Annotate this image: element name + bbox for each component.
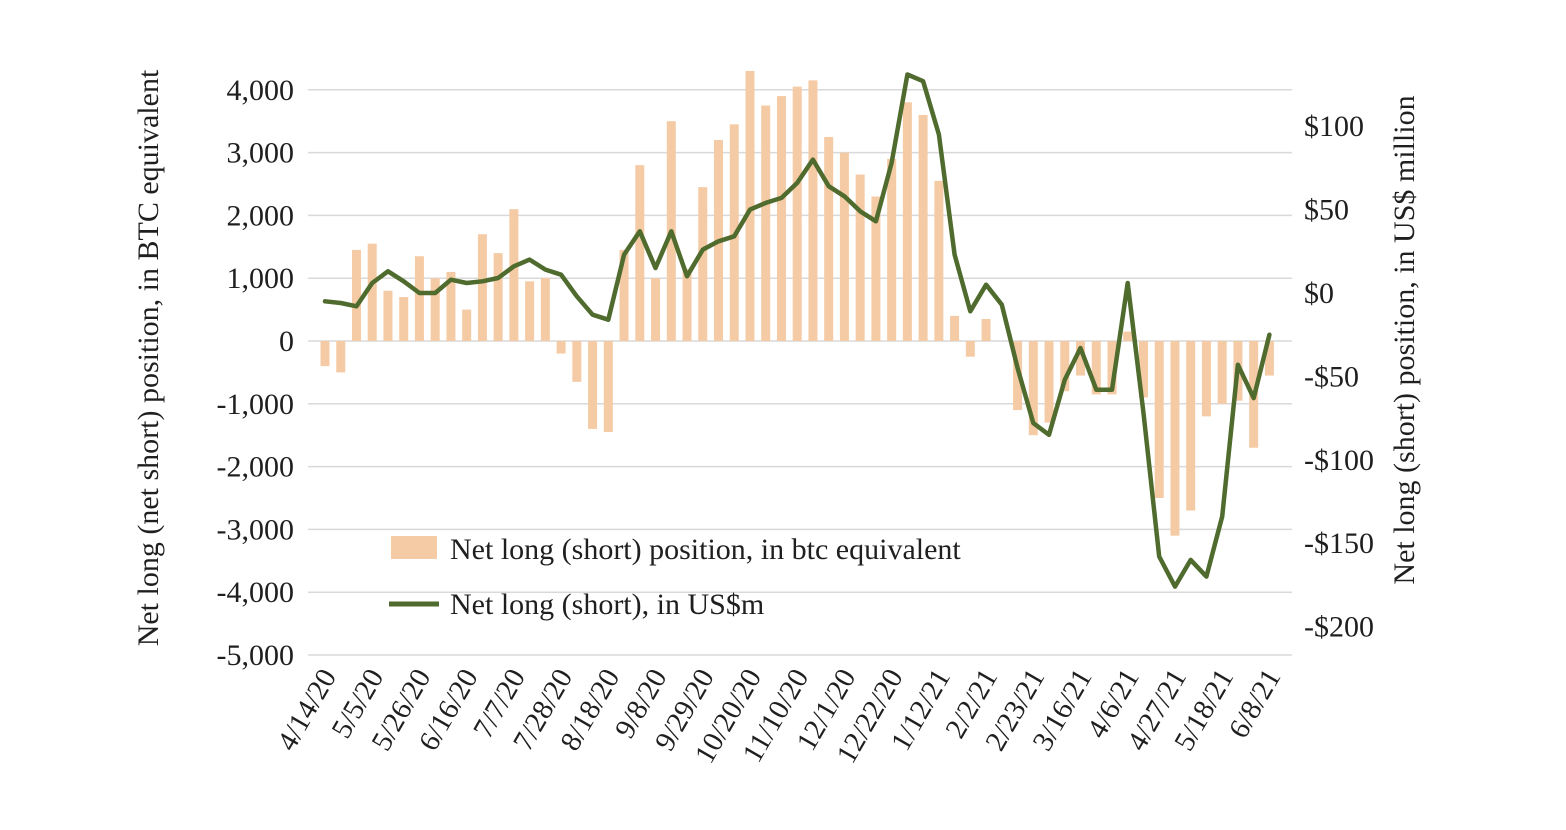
left-axis-tick-label: 1,000 (227, 262, 295, 295)
bar-net-long-btc (918, 114, 928, 341)
bar-net-long-btc (1201, 341, 1211, 417)
left-axis-tick-label: -1,000 (217, 388, 295, 421)
left-axis-tick-label: -4,000 (217, 576, 295, 609)
right-axis-tick-label: -$50 (1304, 360, 1359, 393)
bar-net-long-btc (320, 341, 330, 367)
bar-net-long-btc (351, 249, 361, 341)
left-axis-title: Net long (net short) position, in BTC eq… (132, 69, 165, 646)
bar-net-long-btc (776, 96, 786, 341)
bar-net-long-btc (965, 341, 975, 357)
bar-net-long-btc (651, 278, 661, 341)
bar-net-long-btc (1170, 341, 1180, 536)
bar-net-long-btc (336, 341, 346, 373)
legend-label-bar: Net long (short) position, in btc equiva… (450, 533, 961, 566)
right-axis-tick-label: -$150 (1304, 527, 1374, 560)
left-axis-tick-label: 0 (279, 325, 294, 358)
bar-net-long-btc (509, 209, 519, 341)
legend-swatch-bar (391, 536, 437, 559)
bar-net-long-btc (887, 158, 897, 341)
bar-net-long-btc (1186, 341, 1196, 511)
bar-net-long-btc (588, 341, 598, 429)
bar-net-long-btc (1217, 341, 1227, 404)
bar-net-long-btc (619, 249, 629, 341)
bar-net-long-btc (902, 102, 912, 341)
bar-net-long-btc (493, 253, 503, 341)
legend-label-line: Net long (short), in US$m (450, 588, 764, 621)
x-axis-tick-label: 4/14/20 (271, 664, 343, 757)
left-axis-tick-label: 2,000 (227, 199, 295, 232)
bar-net-long-btc (761, 105, 771, 341)
bar-net-long-btc (635, 165, 645, 341)
bar-net-long-btc (824, 136, 834, 341)
bar-net-long-btc (367, 243, 377, 341)
bar-net-long-btc (839, 152, 849, 341)
bar-net-long-btc (383, 290, 393, 341)
bar-net-long-btc (792, 86, 802, 341)
bar-net-long-btc (525, 281, 535, 341)
bar-net-long-btc (1264, 341, 1274, 376)
bar-net-long-btc (934, 180, 944, 341)
bar-net-long-btc (1076, 341, 1086, 376)
left-axis-tick-label: 4,000 (227, 74, 295, 107)
bar-net-long-btc (477, 234, 487, 341)
bar-net-long-btc (1028, 341, 1038, 436)
bar-net-long-btc (871, 196, 881, 341)
bar-net-long-btc (1138, 341, 1148, 398)
right-axis-tick-label: -$100 (1304, 444, 1374, 477)
bar-net-long-btc (950, 315, 960, 341)
bar-net-long-btc (745, 70, 755, 342)
line-net-long-usd (322, 72, 1272, 589)
bar-net-long-btc (399, 297, 409, 341)
bar-net-long-btc (1060, 341, 1070, 392)
bar-net-long-btc (603, 341, 613, 433)
left-axis-tick-label: -3,000 (217, 513, 295, 546)
bar-net-long-btc (540, 278, 550, 341)
left-axis-tick-label: 3,000 (227, 137, 295, 170)
bar-net-long-btc (682, 268, 692, 341)
bar-net-long-btc (1044, 341, 1054, 423)
bar-net-long-btc (808, 80, 818, 341)
bar-net-long-btc (1107, 341, 1117, 395)
bar-net-long-btc (446, 271, 456, 341)
right-axis-tick-label: -$200 (1304, 611, 1374, 644)
left-axis-tick-label: -2,000 (217, 451, 295, 484)
bar-net-long-btc (1091, 341, 1101, 395)
bar-net-long-btc (414, 256, 424, 341)
bar-net-long-btc (572, 341, 582, 382)
bar-net-long-btc (556, 341, 566, 354)
bar-net-long-btc (698, 187, 708, 341)
bar-net-long-btc (981, 319, 991, 341)
right-axis-tick-label: $50 (1304, 194, 1349, 227)
bar-net-long-btc (430, 278, 440, 341)
bar-net-long-btc (855, 174, 865, 341)
right-axis-title: Net long (short) position, in US$ millio… (1388, 95, 1421, 584)
bar-net-long-btc (462, 309, 472, 341)
right-axis-tick-label: $100 (1304, 110, 1364, 143)
bar-net-long-btc (1154, 341, 1164, 498)
left-axis-tick-label: -5,000 (217, 639, 295, 672)
bar-net-long-btc (1123, 331, 1133, 341)
right-axis-tick-label: $0 (1304, 277, 1334, 310)
